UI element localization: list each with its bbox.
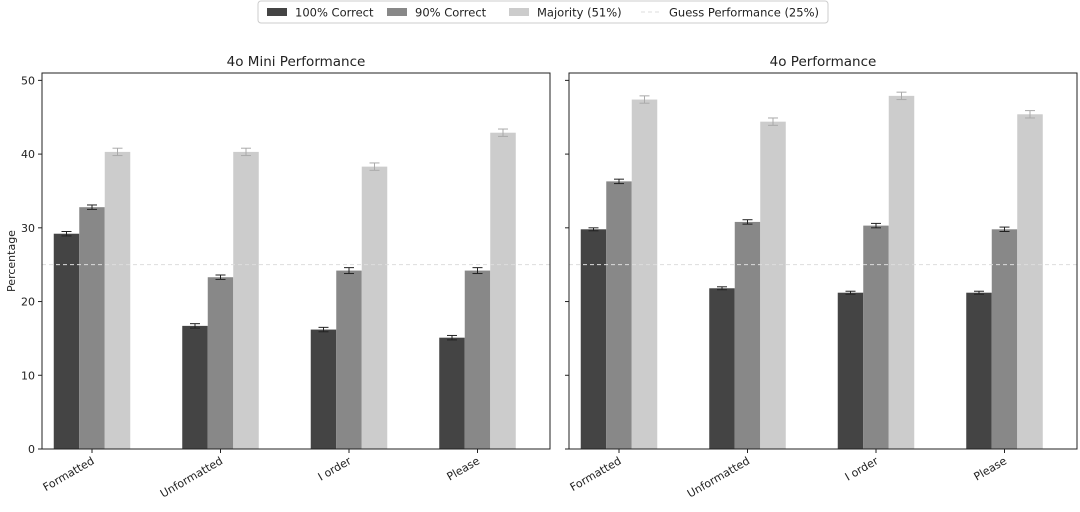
y-tick-label: 40 (21, 148, 35, 161)
bar (966, 292, 992, 449)
legend-label: 100% Correct (295, 6, 374, 20)
legend-swatch (387, 8, 407, 16)
bar (991, 229, 1018, 449)
plot-frame (41, 72, 551, 450)
legend-entry: 100% Correct (267, 6, 374, 20)
series-3 (631, 91, 1043, 450)
bar (1017, 114, 1043, 449)
series-2 (606, 178, 1018, 449)
x-tick-label: I order (316, 454, 354, 484)
bar (837, 292, 864, 449)
series-1 (53, 231, 465, 449)
bar (760, 121, 786, 450)
legend-entry: 90% Correct (387, 6, 487, 20)
y-tick-label: 10 (21, 369, 35, 382)
y-tick-label: 50 (21, 74, 35, 87)
y-tick-label: 20 (21, 296, 35, 309)
y-tick-label: 30 (21, 222, 35, 235)
legend-swatch (267, 8, 287, 16)
bar (580, 229, 607, 449)
legend-entry: Majority (51%) (509, 6, 622, 20)
x-tick-label: Please (972, 454, 1010, 483)
x-tick-label: I order (843, 454, 881, 484)
chart-panel-1: 4o Mini Performance 0 10 20 30 40 50 Percentage… (5, 54, 551, 500)
bar (734, 221, 761, 449)
bar (863, 225, 889, 449)
bar (182, 325, 208, 449)
chart-panel-2: 4o Performance Formatted Unformatted I orde… (565, 54, 1078, 500)
series-2 (79, 204, 491, 449)
bar (606, 181, 632, 449)
legend-label: Majority (51%) (537, 6, 622, 20)
x-tick-label: Formatted (41, 454, 97, 494)
x-tick-label: Please (445, 454, 483, 483)
chart-title: 4o Performance (770, 54, 877, 70)
y-tick-label: 0 (28, 443, 35, 456)
chart-title: 4o Mini Performance (227, 54, 366, 70)
bar (888, 95, 915, 449)
legend-frame (257, 0, 829, 24)
bar (336, 270, 362, 449)
bar (490, 132, 516, 449)
plot-frame (568, 72, 1078, 450)
series-3 (104, 128, 516, 449)
bar (361, 166, 388, 449)
series-1 (580, 227, 992, 449)
bar (709, 288, 735, 449)
bar (439, 337, 465, 449)
legend-label: Guess Performance (25%) (669, 6, 819, 20)
bar (310, 329, 337, 449)
bar (79, 207, 105, 449)
legend-entry: Guess Performance (25%) (641, 6, 819, 20)
bar (53, 233, 80, 449)
x-tick-label: Unformatted (158, 454, 225, 500)
x-tick-label: Formatted (568, 454, 624, 494)
legend-swatch (509, 8, 529, 16)
bar (207, 277, 234, 449)
bar (631, 99, 658, 450)
legend: 100% Correct 90% Correct Majority (51%) Gue… (257, 0, 829, 24)
bar (464, 270, 491, 449)
legend-label: 90% Correct (415, 6, 487, 20)
x-tick-label: Unformatted (685, 454, 752, 500)
bar (233, 151, 259, 449)
y-axis-label: Percentage (5, 230, 18, 292)
bar (104, 151, 131, 449)
